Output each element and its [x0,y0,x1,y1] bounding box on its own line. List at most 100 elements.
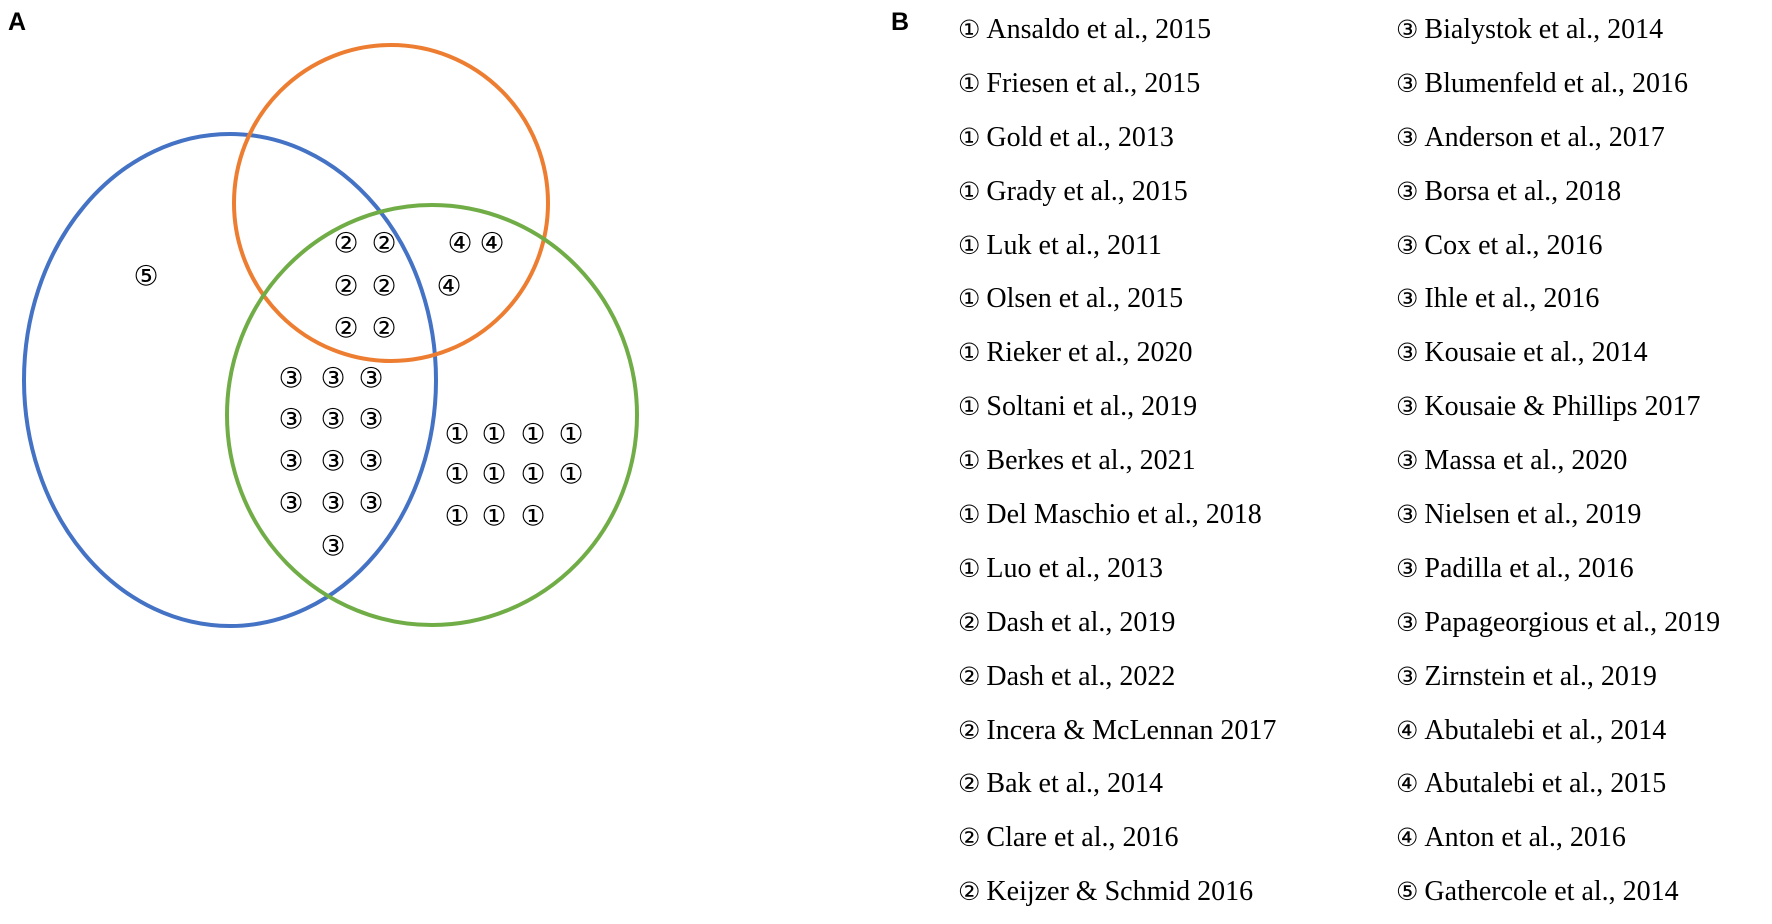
reference-item: ① Soltani et al., 2019 [958,385,1276,439]
reference-marker: ① [958,500,981,530]
reference-text: Ansaldo et al., 2015 [986,14,1212,45]
reference-item: ③ Zirnstein et al., 2019 [1396,655,1720,709]
reference-marker: ④ [1396,823,1419,853]
reference-marker: ① [958,284,981,314]
reference-marker: ① [958,68,981,98]
reference-marker: ④ [1396,769,1419,799]
reference-text: Bialystok et al., 2014 [1424,14,1664,45]
reference-text: Kousaie et al., 2014 [1424,337,1648,369]
reference-list-right: ③ Bialystok et al., 2014 ③ Blumenfeld et al… [1396,8,1720,924]
reference-item: ① Luk et al., 2011 [958,224,1276,278]
reference-text: Zirnstein et al., 2019 [1424,660,1657,692]
reference-item: ② Keijzer & Schmid 2016 [958,870,1276,924]
reference-marker: ① [958,230,981,260]
reference-item: ① Friesen et al., 2015 [958,62,1276,116]
venn-circle-orange [232,43,550,363]
venn-marker: ④ [436,270,461,303]
reference-item: ③ Padilla et al., 2016 [1396,547,1720,601]
reference-text: Anton et al., 2016 [1424,822,1626,854]
venn-marker: ③ [358,445,383,478]
reference-text: Olsen et al., 2015 [986,283,1184,315]
reference-item: ② Dash et al., 2022 [958,655,1276,709]
panel-label-a: A [8,8,27,36]
reference-marker: ③ [1396,500,1419,530]
venn-marker: ③ [320,530,345,563]
reference-marker: ② [958,661,981,691]
reference-item: ③ Bialystok et al., 2014 [1396,8,1720,62]
reference-marker: ① [958,446,981,476]
reference-marker: ③ [1396,661,1419,691]
reference-text: Grady et al., 2015 [986,175,1188,207]
reference-item: ③ Massa et al., 2020 [1396,439,1720,493]
reference-item: ① Del Maschio et al., 2018 [958,493,1276,547]
venn-marker: ② [371,227,396,260]
reference-text: Kousaie & Phillips 2017 [1424,391,1701,423]
venn-marker: ③ [320,445,345,478]
reference-item: ② Incera & McLennan 2017 [958,709,1276,763]
venn-marker: ③ [358,487,383,520]
reference-marker: ③ [1396,284,1419,314]
reference-item: ② Clare et al., 2016 [958,816,1276,870]
reference-text: Keijzer & Schmid 2016 [986,876,1254,908]
venn-marker: ① [444,458,469,491]
reference-marker: ④ [1396,715,1419,745]
reference-text: Clare et al., 2016 [986,822,1179,854]
reference-text: Cox et al., 2016 [1424,229,1603,261]
reference-text: Soltani et al., 2019 [986,391,1198,423]
venn-marker: ③ [278,403,303,436]
venn-marker: ③ [278,445,303,478]
reference-marker: ② [958,877,981,907]
reference-marker: ① [958,122,981,152]
reference-marker: ③ [1396,15,1419,44]
reference-marker: ③ [1396,122,1419,152]
panel-label-b: B [891,8,910,36]
venn-diagram: ⑤② ②② ②② ②④ ④④③ ③ ③③ ③ ③③ ③ ③③ ③ ③③① ① ① ①① ① ① ①① ① ① [22,43,639,628]
reference-item: ④ Anton et al., 2016 [1396,816,1720,870]
reference-marker: ② [958,715,981,745]
venn-marker: ① [444,500,469,533]
reference-item: ② Bak et al., 2014 [958,762,1276,816]
venn-marker: ④ [479,227,504,260]
reference-marker: ③ [1396,68,1419,98]
reference-item: ① Ansaldo et al., 2015 [958,8,1276,62]
reference-text: Blumenfeld et al., 2016 [1424,67,1689,99]
reference-text: Luk et al., 2011 [986,229,1162,261]
reference-item: ③ Blumenfeld et al., 2016 [1396,62,1720,116]
venn-marker: ③ [320,362,345,395]
reference-marker: ① [958,553,981,583]
venn-marker: ① [520,500,545,533]
venn-marker: ① [444,418,469,451]
venn-marker: ② [333,312,358,345]
reference-text: Luo et al., 2013 [986,552,1163,584]
reference-item: ② Dash et al., 2019 [958,601,1276,655]
reference-marker: ③ [1396,176,1419,206]
venn-marker: ② [371,312,396,345]
reference-marker: ③ [1396,553,1419,583]
venn-marker: ③ [358,362,383,395]
reference-item: ④ Abutalebi et al., 2014 [1396,709,1720,763]
reference-text: Dash et al., 2022 [986,660,1176,692]
venn-circle-green [225,203,639,627]
reference-text: Abutalebi et al., 2014 [1424,714,1667,746]
venn-marker: ② [371,270,396,303]
reference-item: ③ Kousaie & Phillips 2017 [1396,385,1720,439]
reference-item: ① Rieker et al., 2020 [958,331,1276,385]
venn-marker: ③ [320,487,345,520]
reference-marker: ③ [1396,446,1419,476]
venn-marker: ③ [358,403,383,436]
reference-item: ③ Ihle et al., 2016 [1396,277,1720,331]
venn-marker: ① [520,458,545,491]
reference-marker: ① [958,176,981,206]
reference-text: Rieker et al., 2020 [986,337,1193,369]
reference-marker: ① [958,392,981,422]
reference-item: ① Gold et al., 2013 [958,116,1276,170]
reference-marker: ③ [1396,230,1419,260]
reference-item: ① Luo et al., 2013 [958,547,1276,601]
reference-marker: ③ [1396,392,1419,422]
venn-marker: ③ [278,487,303,520]
reference-marker: ⑤ [1396,877,1419,907]
venn-marker: ① [481,458,506,491]
venn-marker: ③ [278,362,303,395]
reference-marker: ② [958,823,981,853]
venn-circle-blue [22,132,438,628]
